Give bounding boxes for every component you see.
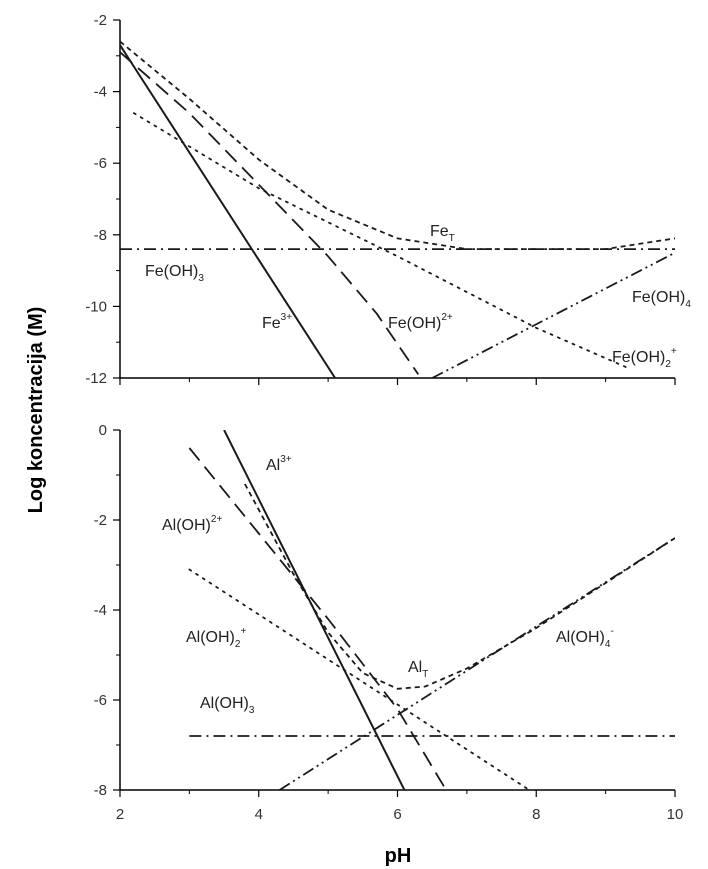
series-label-aloh2p: Al(OH)2+ bbox=[186, 626, 246, 650]
x-tick-label: 10 bbox=[667, 806, 684, 823]
y-tick-label: -4 bbox=[94, 84, 107, 101]
series-label-fet: FeT bbox=[430, 223, 455, 244]
y-tick-label: -12 bbox=[85, 370, 107, 387]
y-tick-label: -8 bbox=[94, 782, 107, 799]
series-line-feoh2 bbox=[120, 51, 420, 375]
series-label-aloh3: Al(OH)3 bbox=[200, 695, 255, 716]
y-tick-label: 0 bbox=[99, 422, 107, 439]
series-line-alt bbox=[244, 483, 675, 690]
series-label-al3: Al3+ bbox=[266, 454, 292, 474]
series-line-aloh2p bbox=[188, 568, 531, 790]
y-tick-label: -2 bbox=[94, 12, 107, 29]
al-panel: 2 4 6 8 10 0 -2 -4 -6 -8 Al3+ Al(OH)2+ Al(OH)2+ Al(OH… bbox=[94, 422, 684, 823]
y-tick-label: -10 bbox=[85, 298, 107, 315]
series-label-feoh2: Fe(OH)2+ bbox=[388, 312, 453, 332]
series-label-aloh4: Al(OH)4- bbox=[556, 626, 614, 650]
series-label-aloh2: Al(OH)2+ bbox=[162, 514, 222, 534]
x-tick-label: 4 bbox=[255, 806, 263, 823]
series-label-feoh4: Fe(OH)4 bbox=[632, 289, 691, 310]
series-label-feoh3: Fe(OH)3 bbox=[145, 263, 204, 284]
series-line-fet bbox=[120, 40, 675, 250]
series-line-fe3 bbox=[120, 44, 336, 378]
y-tick-label: -6 bbox=[94, 692, 107, 709]
series-line-aloh4 bbox=[279, 537, 675, 790]
y-axis-title: Log koncentracija (M) bbox=[25, 307, 47, 514]
x-tick-label: 6 bbox=[393, 806, 401, 823]
x-tick-label: 2 bbox=[116, 806, 124, 823]
series-label-alt: AlT bbox=[408, 659, 428, 680]
series-line-feoh2p bbox=[133, 112, 628, 369]
fe-panel: -2 -4 -6 -8 -10 -12 Fe3+ Fe(OH)2+ Fe(OH)2+ Fe(OH)… bbox=[85, 12, 691, 387]
y-tick-label: -6 bbox=[94, 155, 107, 172]
series-label-feoh2p: Fe(OH)2+ bbox=[612, 346, 677, 370]
series-line-feoh4 bbox=[431, 251, 675, 378]
y-tick-label: -2 bbox=[94, 512, 107, 529]
y-tick-label: -8 bbox=[94, 227, 107, 244]
x-axis-title: pH bbox=[385, 845, 412, 867]
x-tick-label: 8 bbox=[532, 806, 540, 823]
y-tick-label: -4 bbox=[94, 602, 107, 619]
series-label-fe3: Fe3+ bbox=[262, 312, 292, 332]
